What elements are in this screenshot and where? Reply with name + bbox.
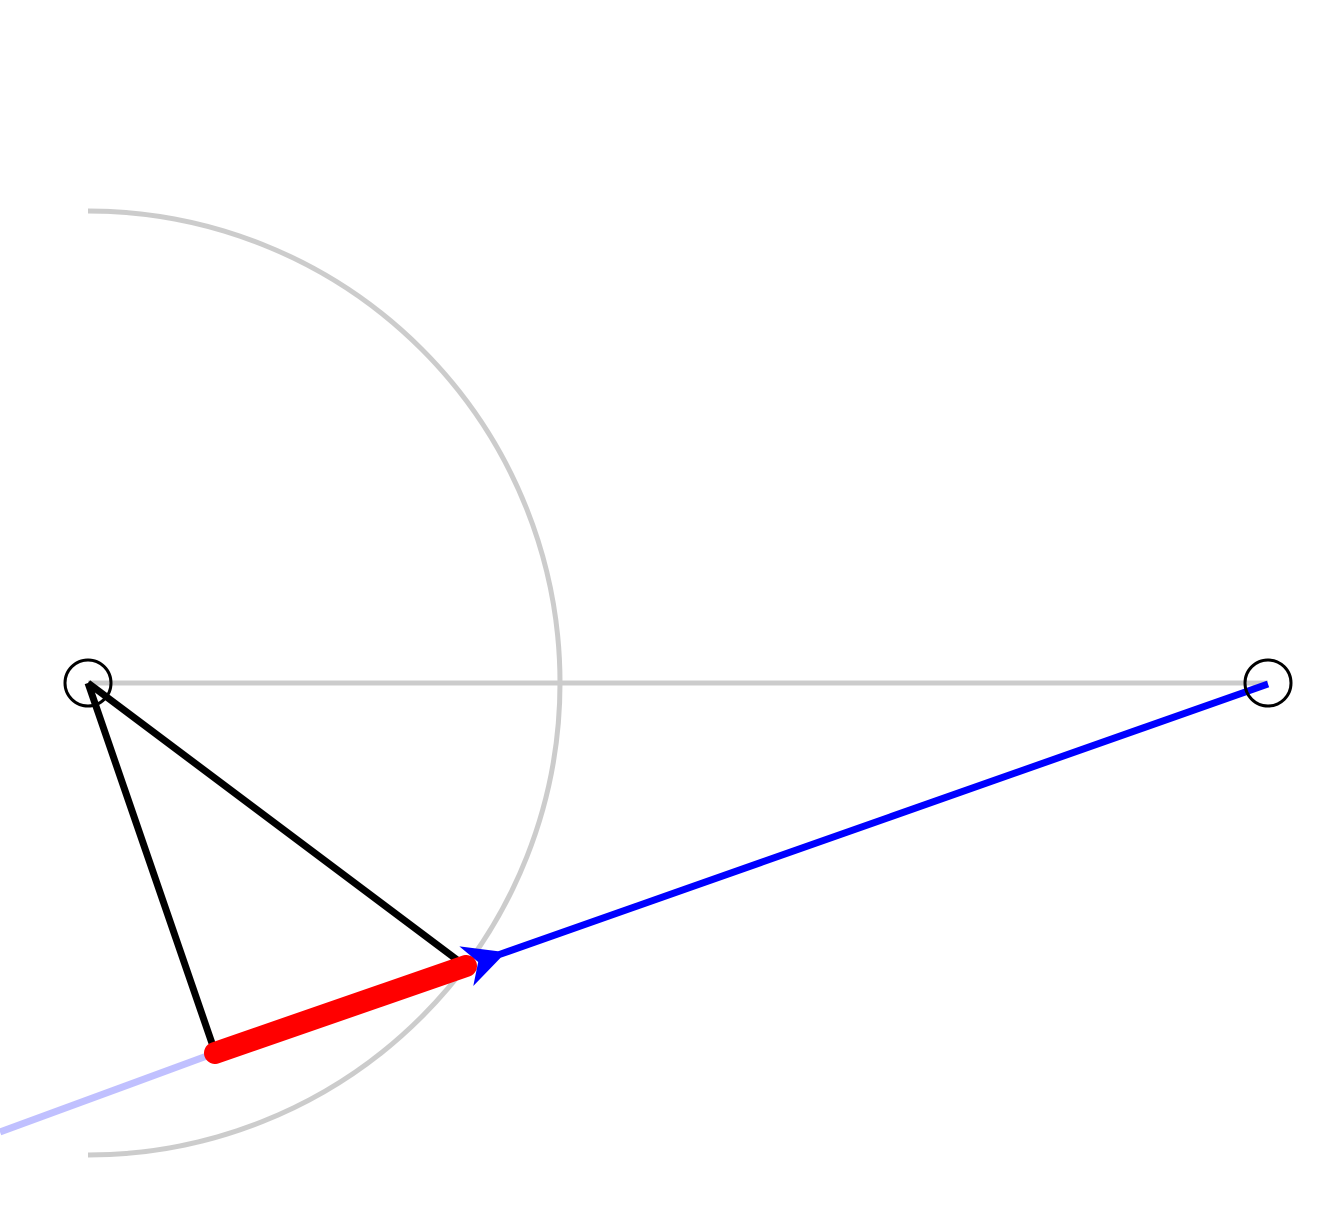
highlight-segment — [204, 955, 477, 1064]
triangle-edge — [84, 681, 219, 1054]
direction-arrow — [459, 680, 1270, 986]
triangle-edge — [85, 680, 463, 965]
point-handle[interactable] — [63, 658, 113, 708]
point-handle[interactable] — [1243, 658, 1293, 708]
extension-line — [0, 1049, 217, 1136]
